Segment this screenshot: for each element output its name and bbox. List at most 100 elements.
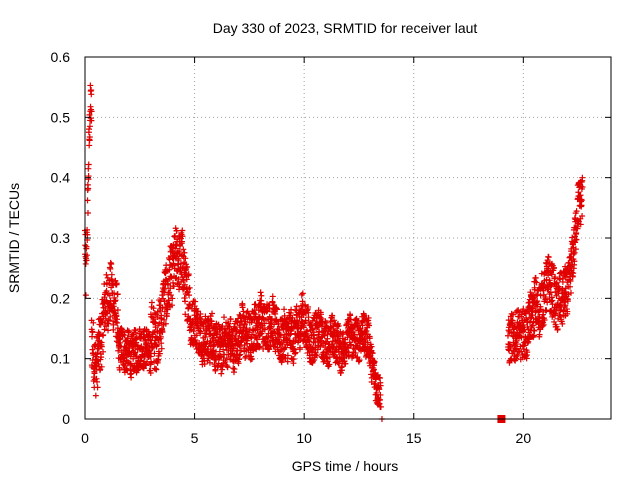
data-point xyxy=(238,347,245,354)
data-point xyxy=(223,355,230,362)
data-point xyxy=(307,355,314,362)
data-point xyxy=(527,319,534,326)
data-point xyxy=(184,264,191,271)
data-point xyxy=(88,108,95,115)
data-point xyxy=(302,317,309,324)
data-point xyxy=(110,303,117,310)
data-point xyxy=(94,384,101,391)
data-point xyxy=(192,298,199,305)
data-point xyxy=(297,344,304,351)
data-point xyxy=(82,292,89,299)
data-point xyxy=(294,317,301,324)
data-point xyxy=(86,126,93,133)
data-point xyxy=(360,311,367,318)
data-point xyxy=(508,310,515,317)
data-point xyxy=(261,320,268,327)
data-point xyxy=(84,197,91,204)
data-point xyxy=(193,332,200,339)
data-point xyxy=(290,356,297,362)
data-point xyxy=(206,359,213,366)
data-point xyxy=(524,349,531,356)
data-point xyxy=(98,354,105,361)
data-point xyxy=(540,321,547,328)
data-point xyxy=(147,370,154,377)
data-point xyxy=(153,366,160,373)
data-point xyxy=(205,317,212,324)
data-point xyxy=(544,299,551,306)
data-point xyxy=(98,343,105,350)
data-point xyxy=(274,344,281,351)
x-tick-label: 20 xyxy=(516,430,532,446)
axis-ticks xyxy=(84,56,611,420)
data-point xyxy=(266,338,273,345)
data-point xyxy=(344,344,351,351)
data-point xyxy=(84,210,91,217)
data-point xyxy=(347,316,354,323)
data-point xyxy=(220,346,227,353)
data-point xyxy=(377,391,384,398)
data-point xyxy=(579,184,586,191)
data-point xyxy=(521,326,528,333)
data-point xyxy=(572,239,579,246)
data-point xyxy=(83,243,90,250)
data-point xyxy=(107,313,114,320)
data-point xyxy=(219,362,226,369)
x-tick-label: 10 xyxy=(296,430,312,446)
data-point xyxy=(374,371,381,378)
data-point xyxy=(225,320,232,327)
data-point xyxy=(162,320,169,327)
data-point xyxy=(573,236,580,243)
data-point xyxy=(121,332,128,339)
data-point xyxy=(256,343,263,350)
data-point xyxy=(217,354,224,361)
data-point xyxy=(227,316,234,323)
data-point xyxy=(196,314,203,321)
data-point xyxy=(309,345,316,352)
data-point xyxy=(180,246,187,253)
data-point xyxy=(98,363,105,370)
data-point xyxy=(100,331,107,338)
data-point xyxy=(154,314,161,321)
data-point xyxy=(287,331,294,338)
data-point xyxy=(238,317,245,324)
data-point xyxy=(186,292,193,299)
data-point xyxy=(173,227,180,234)
data-point xyxy=(277,348,284,355)
data-point xyxy=(537,292,544,299)
data-point xyxy=(335,322,342,329)
data-point xyxy=(534,301,541,308)
data-point xyxy=(198,316,205,323)
data-point xyxy=(182,311,189,318)
data-point xyxy=(304,328,311,335)
data-point xyxy=(165,281,172,288)
data-point xyxy=(284,358,291,365)
data-point xyxy=(86,142,93,149)
data-point xyxy=(159,329,166,336)
data-point xyxy=(509,317,516,324)
data-point xyxy=(536,314,543,321)
data-point xyxy=(513,353,520,360)
data-point xyxy=(524,318,531,325)
data-point xyxy=(85,185,92,192)
data-point xyxy=(275,320,282,327)
data-point xyxy=(321,332,328,339)
data-point xyxy=(102,310,109,317)
data-point xyxy=(161,316,168,323)
data-point xyxy=(179,265,186,272)
data-point xyxy=(157,333,164,340)
data-point xyxy=(181,249,188,256)
data-point xyxy=(326,361,333,368)
y-axis-label: SRMTID / TECUs xyxy=(6,183,22,293)
data-point xyxy=(305,303,312,310)
data-point xyxy=(289,314,296,321)
data-point xyxy=(377,382,384,389)
data-point xyxy=(86,123,93,130)
data-point xyxy=(171,262,178,269)
data-point xyxy=(218,370,225,377)
data-point xyxy=(369,350,376,357)
data-point xyxy=(348,341,355,348)
data-point xyxy=(301,320,308,327)
data-point xyxy=(567,277,574,284)
data-point xyxy=(329,312,336,319)
data-point xyxy=(553,292,560,299)
